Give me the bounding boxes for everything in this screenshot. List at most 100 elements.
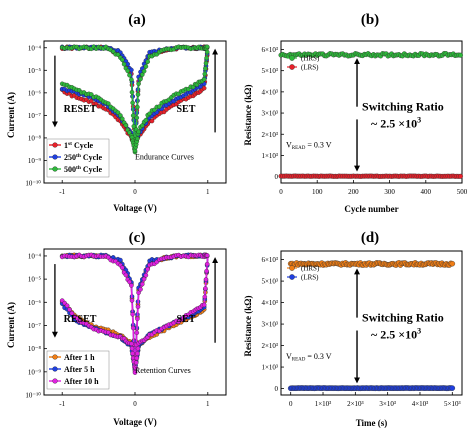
- x-tick-label: 5×10³: [444, 400, 461, 408]
- x-axis-title: Cycle number: [344, 204, 398, 214]
- series-3-point: [204, 253, 210, 258]
- y-tick-label: 10⁻⁹: [28, 368, 42, 376]
- series-3-point: [130, 312, 135, 317]
- x-tick-label: -1: [59, 188, 65, 196]
- y-tick-label: 10⁻⁴: [28, 252, 42, 260]
- series-3-point: [136, 129, 141, 135]
- y-tick-label: 10⁻⁸: [28, 134, 42, 142]
- y-tick-label: 2×10³: [261, 131, 278, 139]
- curves-caption: Endurance Curves: [135, 152, 194, 161]
- series-3-point: [125, 68, 130, 74]
- y-tick-label: 5×10³: [261, 67, 278, 75]
- series-3-point: [121, 61, 127, 67]
- x-tick-label: 1×10³: [315, 400, 332, 408]
- legend-swatch-marker: [52, 154, 58, 160]
- y-axis-title: Current (A): [6, 302, 16, 348]
- y-tick-label: 0: [275, 173, 279, 181]
- y-tick-label: 10⁻¹⁰: [25, 180, 41, 188]
- series-3-point: [204, 261, 210, 267]
- x-tick-label: 100: [312, 188, 323, 196]
- series-3-point: [136, 81, 141, 87]
- vread-label: VREAD = 0.3 V: [286, 140, 332, 151]
- series-3-point: [123, 123, 129, 128]
- series-3-point: [138, 287, 143, 292]
- x-tick-label: 0: [133, 400, 137, 408]
- legend-entry: 500th Cycle: [64, 165, 102, 174]
- series-3-point: [129, 298, 135, 303]
- series-3-point: [115, 110, 121, 115]
- series-3-point: [145, 59, 150, 64]
- series-3-point: [143, 273, 149, 278]
- ratio-value: ~ 2.5 ×103: [371, 327, 421, 342]
- set-label: SET: [176, 314, 195, 325]
- legend-entry: (LRS): [301, 64, 319, 72]
- series-3-point: [106, 101, 111, 106]
- series-3-point: [203, 286, 208, 291]
- series-3-point: [133, 365, 138, 371]
- series-3-point: [135, 346, 141, 351]
- x-axis-title: Voltage (V): [113, 203, 156, 213]
- series-3-point: [132, 370, 138, 375]
- x-tick-label: 300: [384, 188, 395, 196]
- series-3-point: [202, 294, 208, 300]
- series-3-point: [130, 113, 136, 118]
- x-tick-label: 400: [421, 188, 432, 196]
- series-3-point: [202, 71, 208, 77]
- y-tick-label: 0: [275, 385, 279, 393]
- x-tick-label: 4×10³: [412, 400, 429, 408]
- x-tick-label: 200: [348, 188, 359, 196]
- legend-swatch-marker: [289, 265, 295, 271]
- x-tick-label: 0: [289, 400, 293, 408]
- legend-swatch-marker: [289, 274, 295, 280]
- legend-entry: After 1 h: [64, 353, 95, 362]
- series-3-point: [131, 124, 137, 129]
- series-3-point: [204, 268, 209, 274]
- panel-a: 10⁻⁴ 10⁻⁵ 10⁻⁶ 10⁻⁷ 10⁻⁸ 10⁻⁹ 10⁻¹⁰ -1 0 1 RESET SE…: [6, 12, 227, 213]
- legend-entry: After 5 h: [64, 365, 95, 374]
- y-tick-label: 2×10³: [261, 342, 278, 350]
- series-3-point: [134, 355, 140, 361]
- legend-entry: (HRS): [301, 55, 320, 63]
- series-3-point: [135, 92, 141, 97]
- legend-entry: 250th Cycle: [64, 153, 102, 162]
- series-3-point: [140, 123, 145, 128]
- x-tick-label: 3×10³: [379, 400, 396, 408]
- series-2-point: [458, 173, 464, 179]
- series-3-point: [135, 136, 140, 141]
- y-tick-label: 10⁻⁶: [28, 299, 42, 307]
- series-3-point: [138, 76, 143, 82]
- series-3-point: [201, 302, 207, 308]
- series-1-point: [201, 85, 207, 91]
- x-tick-label: 500: [457, 188, 468, 196]
- reset-label: RESET: [64, 314, 97, 325]
- series-3-point: [152, 107, 157, 113]
- series-3-point: [204, 44, 210, 50]
- series-3-point: [204, 55, 209, 61]
- y-tick-label: 4×10³: [261, 88, 278, 96]
- series-3-point: [134, 115, 140, 121]
- x-axis-title: Time (s): [356, 418, 388, 428]
- series-1-point: [149, 118, 155, 124]
- series-3-point: [130, 325, 136, 331]
- panel-d: 0 1×10³ 2×10³ 3×10³ 4×10³ 5×10³ 6×10³ 0 1×10³ 2×1…: [243, 230, 463, 428]
- series-3-point: [143, 117, 149, 123]
- y-tick-label: 1×10³: [261, 364, 278, 372]
- series-3-point: [135, 351, 140, 356]
- legend-swatch-marker: [52, 366, 58, 372]
- x-tick-label: 0: [279, 188, 283, 196]
- plot-frame: [280, 40, 463, 184]
- ratio-value: ~ 2.5 ×103: [371, 115, 421, 130]
- x-tick-label: 1: [206, 188, 210, 196]
- series-3-point: [145, 266, 150, 272]
- series-3-point: [140, 281, 145, 287]
- y-tick-label: 6×10³: [261, 46, 278, 54]
- series-3-point: [134, 330, 140, 336]
- series-3-point: [120, 265, 125, 270]
- y-tick-label: 10⁻⁵: [28, 67, 42, 75]
- series-3-point: [157, 104, 162, 109]
- panel-label: (a): [128, 12, 146, 28]
- y-axis-title: Resistance (kΩ): [243, 296, 253, 357]
- y-tick-label: 10⁻¹⁰: [25, 392, 41, 400]
- y-tick-label: 10⁻⁴: [28, 44, 42, 52]
- series-3-point: [203, 277, 209, 282]
